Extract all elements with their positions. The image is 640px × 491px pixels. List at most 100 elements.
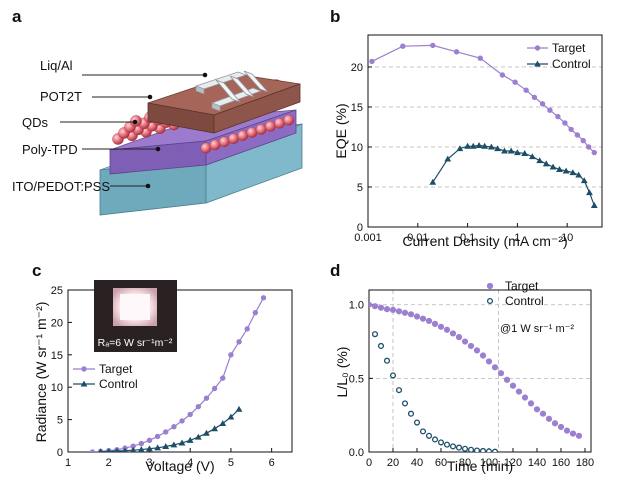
qd-sphere <box>265 120 276 132</box>
data-point-control <box>407 410 415 417</box>
data-point-target <box>163 429 169 435</box>
tick-label-x: 160 <box>552 457 570 469</box>
qd-sphere <box>274 117 285 129</box>
tick-label-y: 1.0 <box>349 300 364 312</box>
data-point-control <box>146 445 153 452</box>
data-point-target <box>557 423 565 431</box>
tick-label-x: 80 <box>459 457 471 469</box>
series-c <box>89 295 267 452</box>
tick-label-x: 40 <box>411 457 423 469</box>
electrodes <box>194 70 269 112</box>
data-point-target <box>551 420 559 427</box>
data-point-target <box>369 301 373 308</box>
tick-label-x: 0.01 <box>407 232 428 244</box>
data-point-control <box>443 441 451 448</box>
data-point-target <box>539 101 546 107</box>
data-point-target <box>425 317 433 325</box>
data-point-target <box>512 79 518 85</box>
data-point-target <box>539 410 547 417</box>
tick-label-x: 1 <box>65 457 71 469</box>
inset-label: Rₐ=6 W sr⁻¹m⁻² <box>98 337 173 349</box>
data-point-target <box>443 326 451 333</box>
data-point-target <box>521 394 529 401</box>
y-axis-label-c: Radiance (W sr⁻¹ m⁻²) <box>33 302 49 443</box>
data-point-target <box>171 424 177 430</box>
data-point-control <box>513 149 521 156</box>
data-point-target <box>527 400 535 407</box>
data-point-target <box>503 376 511 383</box>
data-point-target <box>430 42 436 49</box>
tick-label-x: 5 <box>228 457 234 469</box>
data-point-target <box>555 113 561 120</box>
data-point-control <box>429 178 437 185</box>
data-point-control <box>501 147 508 154</box>
data-point-control <box>137 446 145 452</box>
qd-sphere <box>200 142 212 154</box>
layer-pot2t-side <box>213 83 301 134</box>
tick-label-x: 120 <box>504 457 522 469</box>
data-point-control <box>494 145 501 152</box>
tick-label-y: 15 <box>51 350 63 362</box>
qd-sphere <box>255 124 267 135</box>
leader-dot <box>147 94 153 100</box>
legend-marker-control <box>534 60 541 67</box>
data-point-target <box>585 144 592 150</box>
tick-label-y: 5 <box>357 182 363 194</box>
data-point-target <box>491 364 499 371</box>
data-point-control <box>536 157 544 164</box>
plot-frame-b <box>367 34 603 228</box>
data-point-target <box>431 320 439 327</box>
data-point-target <box>533 406 541 413</box>
qd-sphere <box>283 114 295 126</box>
panel-label-a: a <box>12 7 22 26</box>
tick-label-x: 6 <box>269 457 275 469</box>
data-point-control <box>154 444 161 451</box>
tick-label-x: 140 <box>528 457 546 469</box>
series-line-control <box>100 408 240 452</box>
x-axis-label-c: Voltage (V) <box>145 458 214 474</box>
tick-label-y: 20 <box>51 317 63 329</box>
data-point-control <box>106 447 112 452</box>
data-point-control <box>542 160 550 167</box>
tick-label-y: 20 <box>351 62 363 74</box>
data-point-control <box>395 387 403 394</box>
layer-label-poly-tpd: Poly-TPD <box>22 142 78 157</box>
layer-label-pot2t: POT2T <box>40 89 82 104</box>
data-point-target <box>130 443 136 449</box>
data-point-control <box>485 448 493 452</box>
legend-label-target: Target <box>505 279 539 293</box>
data-point-control <box>431 436 439 443</box>
leader-dot <box>145 183 151 189</box>
data-point-target <box>509 382 517 389</box>
data-point-control <box>203 429 210 436</box>
data-point-target <box>260 295 267 301</box>
panel-label-c: c <box>32 261 41 280</box>
data-point-control <box>413 419 421 426</box>
data-point-target <box>545 415 553 422</box>
qd-sphere <box>219 136 230 148</box>
data-point-control <box>586 189 593 196</box>
data-point-control <box>235 405 243 412</box>
data-point-target <box>497 370 505 377</box>
data-point-target <box>419 315 427 322</box>
data-point-target <box>479 352 487 359</box>
ticks-d: 0.0 0.5 1.0 0 20 40 60 80 100 120 140 160 180 <box>349 300 594 469</box>
legend-marker-target <box>534 45 541 51</box>
data-point-target <box>244 326 250 332</box>
data-point-target <box>89 449 96 452</box>
tick-label-y: 15 <box>351 102 363 114</box>
data-point-control <box>449 443 457 450</box>
legend-label-target: Target <box>99 362 133 376</box>
qd-sphere <box>228 133 239 145</box>
data-point-target <box>473 347 481 354</box>
data-point-target <box>146 437 153 444</box>
data-point-control <box>444 155 452 162</box>
tick-label-y: 0.5 <box>349 373 364 385</box>
data-point-control <box>467 446 475 452</box>
qd-sphere <box>237 130 249 141</box>
panel-label-d: d <box>330 261 340 280</box>
data-point-target <box>563 427 571 434</box>
tick-label-x: 2 <box>106 457 112 469</box>
